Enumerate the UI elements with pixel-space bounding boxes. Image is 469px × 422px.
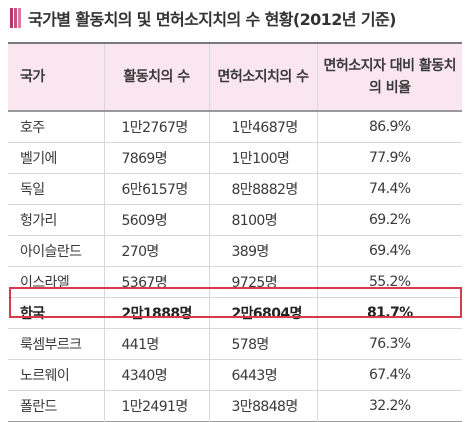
ratio-cell: 69.2% (369, 211, 411, 228)
country-cell: 노르웨이 (8, 359, 105, 390)
licensed-count-cell: 1만100명 (209, 142, 318, 173)
accent-bar (14, 8, 17, 28)
licensed-count-cell: 8만8882명 (209, 173, 318, 204)
ratio-cell: 77.9% (369, 149, 411, 166)
table-row: 독일 6만6157명 8만8882명 74.4% (8, 173, 462, 204)
header-ratio: 면허소지자 대비 활동치의 비율 (317, 43, 462, 111)
active-count-cell: 270명 (104, 235, 210, 266)
licensed-count-cell: 389명 (209, 235, 318, 266)
country-cell: 한국 (8, 297, 105, 328)
table-header: 국가 활동치의 수 면허소지치의 수 면허소지자 대비 활동치의 비율 (8, 43, 462, 111)
table-row: 벨기에 7869명 1만100명 77.9% (8, 142, 462, 173)
active-count-cell: 6만6157명 (104, 173, 210, 204)
table-title: 국가별 활동치의 및 면허소지치의 수 현황(2012년 기준) (28, 10, 396, 29)
header-active-dentists: 활동치의 수 (104, 43, 210, 111)
licensed-count-cell: 9725명 (209, 266, 318, 297)
active-count-cell: 5609명 (104, 204, 210, 235)
active-count-cell: 5367명 (104, 266, 210, 297)
active-count-cell: 7869명 (104, 142, 210, 173)
accent-bar (10, 8, 13, 28)
title-accent-bars (10, 8, 22, 28)
ratio-cell: 32.2% (369, 397, 411, 414)
table-title-area: 국가별 활동치의 및 면허소지치의 수 현황(2012년 기준) (10, 7, 396, 29)
table-row: 이스라엘 5367명 9725명 55.2% (8, 266, 462, 297)
country-cell: 룩셈부르크 (8, 328, 105, 359)
licensed-count-cell: 3만8848명 (209, 390, 318, 421)
table-row: 헝가리 5609명 8100명 69.2% (8, 204, 462, 235)
country-cell: 아이슬란드 (8, 235, 105, 266)
accent-bar (18, 8, 21, 28)
ratio-cell: 86.9% (369, 118, 411, 135)
active-count-cell: 1만2491명 (104, 390, 210, 421)
ratio-cell: 76.3% (369, 335, 411, 352)
country-cell: 호주 (8, 111, 105, 142)
ratio-cell: 67.4% (369, 366, 411, 383)
table-row: 룩셈부르크 441명 578명 76.3% (8, 328, 462, 359)
ratio-cell: 74.4% (369, 180, 411, 197)
country-cell: 벨기에 (8, 142, 105, 173)
licensed-count-cell: 8100명 (209, 204, 318, 235)
country-cell: 독일 (8, 173, 105, 204)
active-count-cell: 4340명 (104, 359, 210, 390)
table-row: 호주 1만2767명 1만4687명 86.9% (8, 111, 462, 142)
country-cell: 헝가리 (8, 204, 105, 235)
table-row: 아이슬란드 270명 389명 69.4% (8, 235, 462, 266)
ratio-cell: 55.2% (369, 273, 411, 290)
header-country: 국가 (8, 43, 105, 111)
active-count-cell: 1만2767명 (104, 111, 210, 142)
licensed-count-cell: 2만6804명 (209, 297, 318, 328)
header-row: 국가 활동치의 수 면허소지치의 수 면허소지자 대비 활동치의 비율 (8, 43, 462, 111)
dentist-stats-table: 국가 활동치의 수 면허소지치의 수 면허소지자 대비 활동치의 비율 호주 1만… (8, 42, 462, 422)
header-licensed-dentists: 면허소지치의 수 (209, 43, 318, 111)
dentist-stats-table-container: 국가 활동치의 수 면허소지치의 수 면허소지자 대비 활동치의 비율 호주 1만… (8, 42, 462, 422)
table-row: 한국 2만1888명 2만6804명 81.7% (8, 297, 462, 328)
active-count-cell: 2만1888명 (104, 297, 210, 328)
table-body: 호주 1만2767명 1만4687명 86.9% 벨기에 7869명 1만100명 77.9%… (8, 111, 462, 421)
ratio-cell: 81.7% (366, 304, 413, 321)
licensed-count-cell: 578명 (209, 328, 318, 359)
table-row: 폴란드 1만2491명 3만8848명 32.2% (8, 390, 462, 421)
licensed-count-cell: 1만4687명 (209, 111, 318, 142)
ratio-cell: 69.4% (369, 242, 411, 259)
licensed-count-cell: 6443명 (209, 359, 318, 390)
table-row: 노르웨이 4340명 6443명 67.4% (8, 359, 462, 390)
country-cell: 폴란드 (8, 390, 105, 421)
country-cell: 이스라엘 (8, 266, 105, 297)
active-count-cell: 441명 (104, 328, 210, 359)
